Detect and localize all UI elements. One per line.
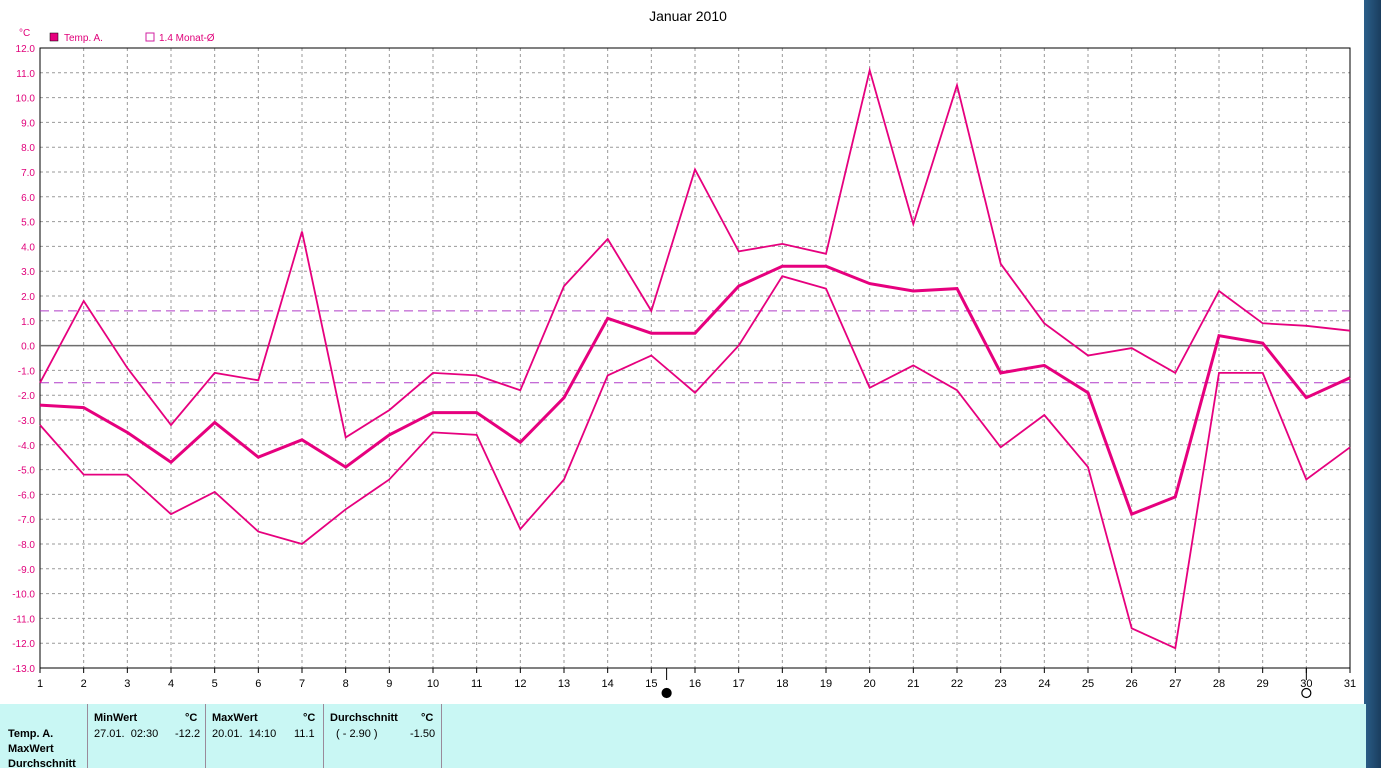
x-tick-label: 21 (907, 678, 919, 690)
x-tick-label: 9 (386, 678, 392, 690)
x-tick-label: 5 (212, 678, 218, 690)
x-tick-label: 14 (602, 678, 614, 690)
y-tick-label: 9.0 (21, 118, 35, 129)
y-tick-label: -8.0 (18, 540, 36, 551)
x-tick-label: 22 (951, 678, 963, 690)
y-tick-label: 7.0 (21, 168, 35, 179)
stats-row-label-max: MaxWert (8, 743, 54, 755)
max-unit: °C (303, 712, 316, 724)
y-tick-label: 6.0 (21, 193, 35, 204)
x-tick-label: 23 (995, 678, 1007, 690)
x-tick-label: 28 (1213, 678, 1225, 690)
x-tick-label: 24 (1038, 678, 1050, 690)
x-tick-label: 20 (864, 678, 876, 690)
y-tick-label: -1.0 (18, 366, 36, 377)
new-moon-icon (661, 687, 672, 699)
x-tick-label: 17 (733, 678, 745, 690)
y-tick-label: 5.0 (21, 218, 35, 229)
chart-title: Januar 2010 (649, 8, 727, 24)
x-tick-label: 13 (558, 678, 570, 690)
stats-panel: Temp. A. MaxWert Durchschnitt MinWert °C… (0, 704, 1366, 770)
x-tick-label: 31 (1344, 678, 1356, 690)
y-tick-label: 3.0 (21, 267, 35, 278)
y-tick-label: 8.0 (21, 143, 35, 154)
full-moon-icon (1301, 687, 1312, 699)
x-tick-label: 19 (820, 678, 832, 690)
y-tick-label: -4.0 (18, 441, 36, 452)
legend-label-temp: Temp. A. (64, 33, 103, 44)
y-tick-label: -6.0 (18, 490, 36, 501)
y-tick-label: -3.0 (18, 416, 36, 427)
series-line-max (39, 66, 1351, 439)
x-tick-label: 1 (37, 678, 43, 690)
y-tick-label: -11.0 (13, 614, 35, 625)
max-value: 11.1 (294, 728, 315, 740)
y-tick-label: -13.0 (12, 664, 35, 675)
max-header: MaxWert (212, 712, 258, 724)
chart-legend: Temp. A. 1.4 Monat-Ø (49, 32, 215, 44)
x-tick-label: 8 (343, 678, 349, 690)
y-tick-label: -10.0 (12, 590, 35, 601)
x-tick-label: 16 (689, 678, 701, 690)
min-unit: °C (185, 712, 198, 724)
stats-label-column (0, 704, 88, 768)
plot-frame (39, 47, 1351, 669)
x-tick-label: 4 (168, 678, 174, 690)
y-tick-label: 12.0 (16, 44, 36, 55)
stats-max-column: MaxWert °C 20.01. 14:10 11.1 (206, 704, 324, 768)
x-tick-label: 26 (1126, 678, 1138, 690)
x-tick-label: 10 (427, 678, 439, 690)
window-edge (1364, 0, 1381, 768)
x-tick-label: 27 (1169, 678, 1181, 690)
y-tick-label: -7.0 (18, 515, 36, 526)
avg-paren: ( - 2.90 ) (336, 728, 378, 740)
series-line-mean (39, 264, 1351, 517)
x-tick-label: 15 (645, 678, 657, 690)
series-line-min (39, 275, 1351, 650)
x-tick-label: 25 (1082, 678, 1094, 690)
x-tick-label: 12 (514, 678, 526, 690)
legend-marker-temp (49, 32, 59, 42)
x-tick-label: 30 (1300, 678, 1312, 690)
avg-header: Durchschnitt (330, 712, 398, 724)
y-tick-label: 4.0 (21, 242, 35, 253)
x-tick-label: 18 (776, 678, 788, 690)
x-tick-label: 3 (124, 678, 130, 690)
x-tick-label: 6 (255, 678, 261, 690)
x-tick-label: 7 (299, 678, 305, 690)
min-date: 27.01. 02:30 (94, 728, 159, 740)
stats-avg-column: Durchschnitt °C ( - 2.90 ) -1.50 (324, 704, 442, 768)
y-tick-label: 2.0 (21, 292, 35, 303)
min-header: MinWert (94, 712, 138, 724)
legend-marker-month-avg (145, 32, 155, 42)
y-tick-label: -9.0 (18, 565, 36, 576)
avg-unit: °C (421, 712, 434, 724)
temperature-chart: Januar 2010 °C Temp. A. 1.4 Monat-Ø 12.0… (12, 8, 1356, 699)
x-tick-label: 11 (471, 678, 482, 690)
x-tick-label: 2 (81, 678, 87, 690)
y-tick-label: 11.0 (16, 69, 35, 80)
stats-row-label-avg: Durchschnitt (8, 758, 76, 770)
max-date: 20.01. 14:10 (212, 728, 277, 740)
y-unit-label: °C (19, 28, 30, 39)
plot-area: 12.0 11.0 10.0 9.0 8.0 7.0 6.0 5.0 4.0 3.0 2.0 1.0 0… (12, 44, 1356, 699)
y-tick-label: 10.0 (16, 94, 36, 105)
stats-min-column: MinWert °C 27.01. 02:30 -12.2 (88, 704, 206, 768)
x-tick-label: 29 (1257, 678, 1269, 690)
y-tick-label: -12.0 (12, 639, 35, 650)
min-value: -12.2 (175, 728, 201, 740)
y-tick-label: 1.0 (21, 317, 35, 328)
legend-label-month-avg: 1.4 Monat-Ø (159, 33, 215, 44)
avg-value: -1.50 (410, 728, 436, 740)
y-tick-label: -5.0 (18, 466, 36, 477)
stats-row-label-temp: Temp. A. (8, 728, 54, 740)
y-tick-label: -2.0 (18, 391, 36, 402)
y-tick-label: 0.0 (21, 342, 35, 353)
